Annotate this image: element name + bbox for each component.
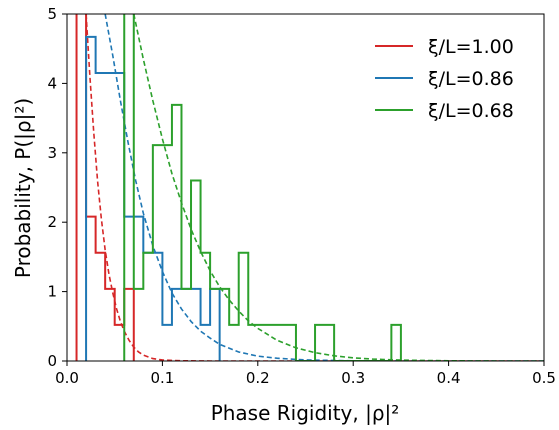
histogram-line [85,35,221,361]
plot-frame [66,13,545,362]
x-tick-label: 0.4 [437,369,461,387]
y-axis-label: Probability, P(|ρ|²) [11,98,35,278]
y-tick-label: 0 [47,352,57,370]
x-tick-label: 0.3 [341,369,365,387]
histogram-line [123,14,402,361]
legend-label: ξ/L=0.68 [428,100,514,122]
plot-series-layer [75,14,544,361]
legend-label: ξ/L=0.86 [428,68,514,90]
x-axis-ticks: 0.0 0.1 0.2 0.3 0.4 0.5 [55,361,556,387]
y-axis-ticks: 0 1 2 3 4 5 [47,5,67,370]
legend: ξ/L=1.00 ξ/L=0.86 ξ/L=0.68 [375,36,514,122]
fit-curve-line [104,14,544,361]
y-tick-label: 1 [47,283,57,301]
x-tick-label: 0.0 [55,369,79,387]
y-tick-label: 4 [47,74,57,92]
fit-curve-line [132,14,544,361]
legend-label: ξ/L=1.00 [428,36,514,58]
y-tick-label: 2 [47,213,57,231]
series-group [85,14,544,361]
x-axis-label: Phase Rigidity, |ρ|² [211,401,400,425]
y-tick-label: 3 [47,144,57,162]
x-tick-label: 0.2 [246,369,270,387]
series-group [123,14,544,361]
y-tick-label: 5 [47,5,57,23]
x-tick-label: 0.1 [150,369,174,387]
fit-curve-line [85,14,544,361]
x-tick-label: 0.5 [532,369,556,387]
